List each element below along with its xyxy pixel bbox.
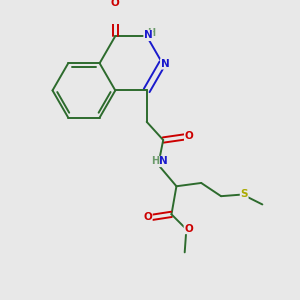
Text: O: O xyxy=(184,131,194,141)
Text: N: N xyxy=(159,157,168,166)
Text: H: H xyxy=(151,157,159,166)
Text: O: O xyxy=(184,224,193,234)
Text: N: N xyxy=(161,59,170,69)
Text: S: S xyxy=(240,189,248,199)
Text: O: O xyxy=(143,212,152,222)
Text: N: N xyxy=(144,30,153,40)
Text: O: O xyxy=(111,0,120,8)
Text: H: H xyxy=(148,28,156,38)
